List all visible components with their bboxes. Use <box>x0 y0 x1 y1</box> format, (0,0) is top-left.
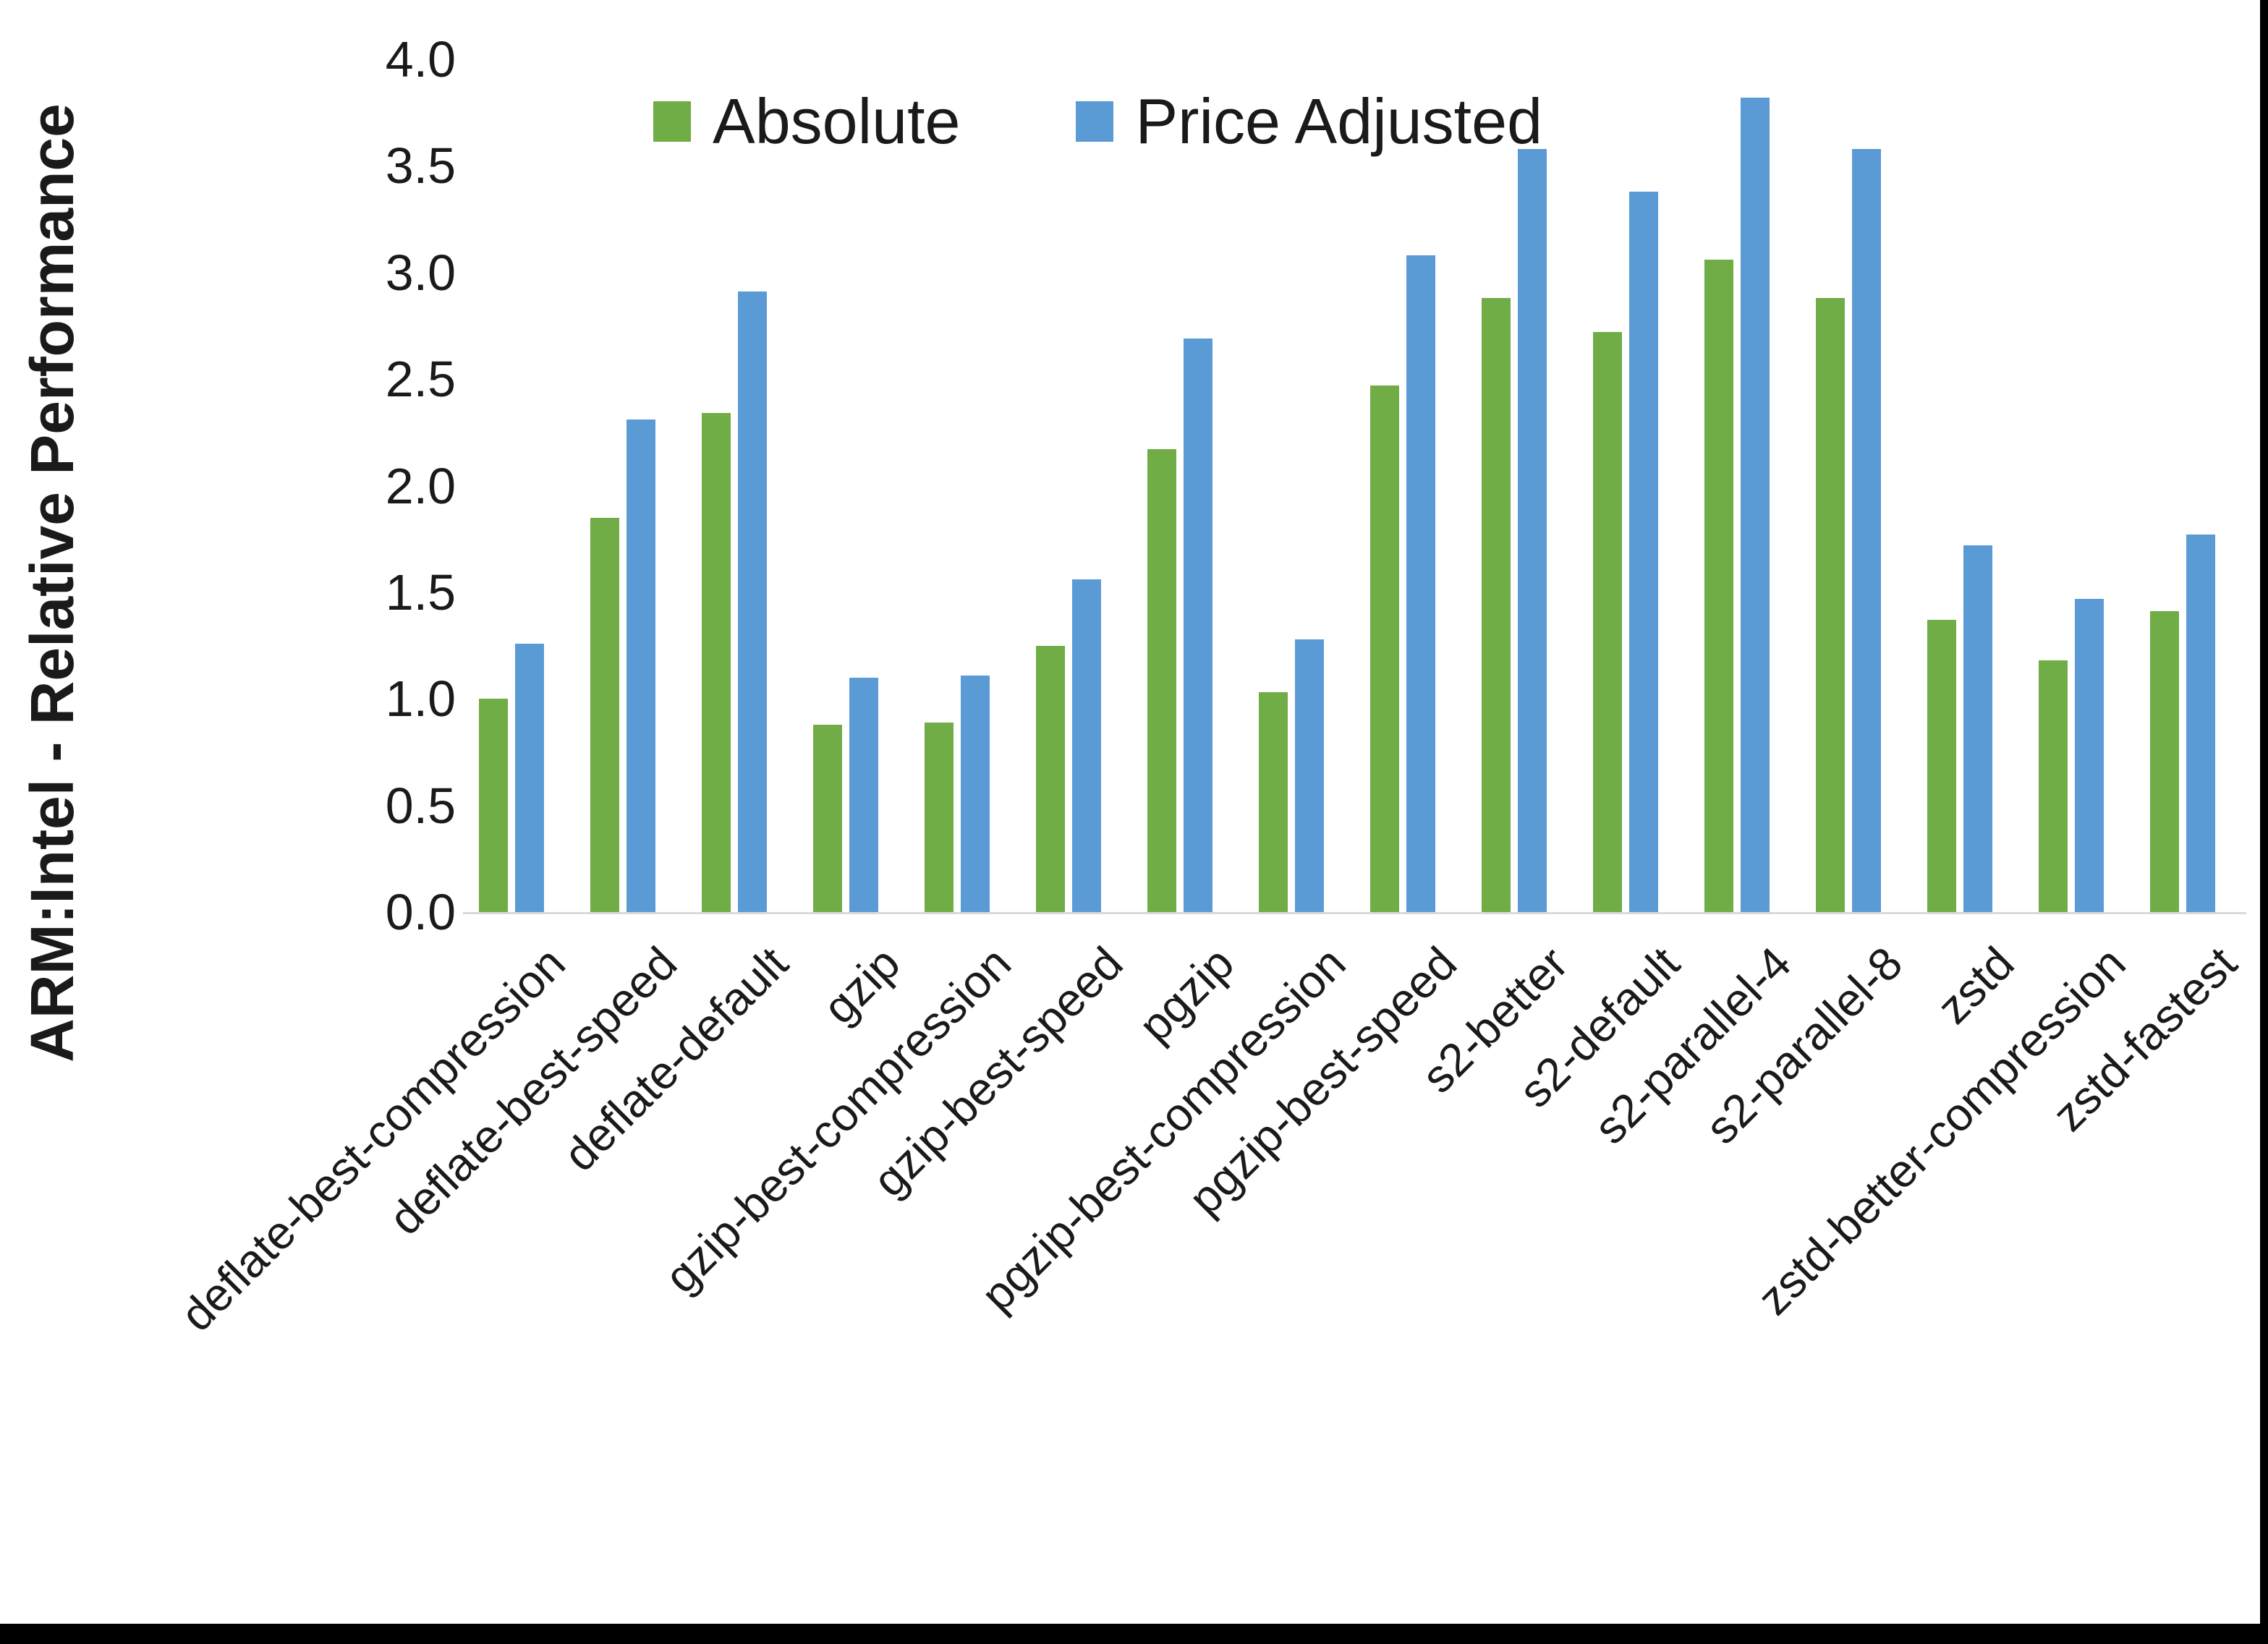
y-tick-label: 0.5 <box>385 777 456 834</box>
bar-price-adjusted <box>1852 148 1881 912</box>
y-tick-label: 1.0 <box>385 670 456 728</box>
bar-price-adjusted <box>738 291 767 912</box>
bar-absolute <box>1816 298 1845 912</box>
legend-item-absolute: Absolute <box>653 85 960 158</box>
y-tick-label: 2.0 <box>385 457 456 514</box>
frame-border-right <box>2260 0 2268 1644</box>
legend-label-absolute: Absolute <box>713 85 961 157</box>
bar-absolute <box>702 413 731 912</box>
legend: Absolute Price Adjusted <box>653 85 1542 158</box>
y-tick-label: 2.5 <box>385 351 456 408</box>
x-axis-line <box>463 912 2246 914</box>
bar-absolute <box>479 699 508 912</box>
bar-price-adjusted <box>1963 545 1992 912</box>
x-category-label: gzip <box>812 937 910 1034</box>
y-tick-label: 4.0 <box>385 31 456 88</box>
bar-absolute <box>1147 449 1176 912</box>
bar-price-adjusted <box>961 675 990 912</box>
bar-price-adjusted <box>1406 255 1435 912</box>
bar-absolute <box>1370 385 1399 912</box>
bar-price-adjusted <box>1184 338 1212 912</box>
bar-absolute <box>1593 332 1622 912</box>
bar-absolute <box>1927 620 1956 912</box>
legend-swatch-absolute <box>653 101 691 142</box>
bar-price-adjusted <box>1629 191 1658 912</box>
y-tick-label: 0.0 <box>385 884 456 940</box>
legend-swatch-price-adjusted <box>1076 101 1114 142</box>
bar-price-adjusted <box>849 677 878 912</box>
bar-absolute <box>925 722 954 912</box>
y-tick-label: 3.0 <box>385 244 456 301</box>
bar-absolute <box>813 724 842 912</box>
x-category-label: zstd <box>1927 937 2024 1034</box>
bar-absolute <box>2039 660 2068 912</box>
bar-price-adjusted <box>627 419 655 912</box>
bar-absolute <box>1704 260 1733 912</box>
legend-item-price-adjusted: Price Adjusted <box>1076 85 1542 158</box>
bar-absolute <box>1482 298 1511 912</box>
bar-price-adjusted <box>2075 598 2104 912</box>
bar-absolute <box>2150 611 2179 912</box>
frame-border-bottom <box>0 1624 2268 1644</box>
bar-price-adjusted <box>515 643 544 912</box>
bar-price-adjusted <box>1072 579 1101 912</box>
bar-absolute <box>1036 645 1065 912</box>
y-axis-title: ARM:Intel - Relative Performance <box>18 103 86 1062</box>
bar-absolute <box>1259 692 1288 912</box>
bar-price-adjusted <box>2186 534 2215 912</box>
y-tick-label: 3.5 <box>385 137 456 195</box>
bar-price-adjusted <box>1518 148 1547 912</box>
y-tick-label: 1.5 <box>385 563 456 621</box>
legend-label-price-adjusted: Price Adjusted <box>1135 85 1543 157</box>
bar-absolute <box>590 517 619 912</box>
bar-price-adjusted <box>1741 98 1770 912</box>
bar-price-adjusted <box>1295 639 1324 912</box>
